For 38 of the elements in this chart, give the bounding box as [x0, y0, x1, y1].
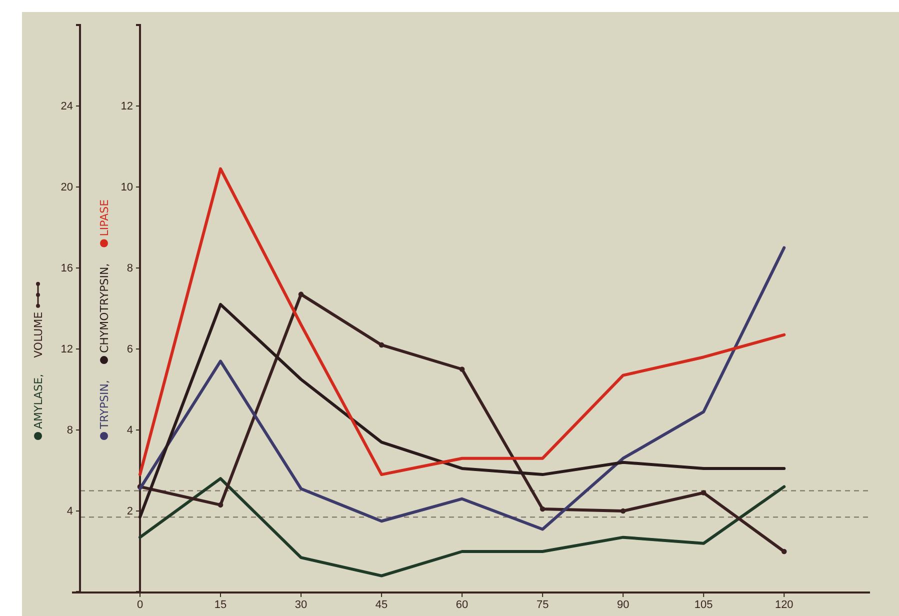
y2-tick-label: 8 — [66, 424, 73, 437]
point — [700, 490, 706, 496]
line-series — [138, 477, 786, 578]
x-tick-label: 120 — [774, 598, 794, 611]
x-tick-label: 15 — [214, 598, 227, 611]
x-tick-label: 0 — [136, 598, 144, 611]
point — [378, 342, 384, 348]
y-tick-label: 2 — [126, 506, 133, 518]
y-tick-label: 10 — [120, 182, 133, 194]
y-tick-label: 8 — [126, 262, 133, 275]
point — [781, 548, 787, 554]
text: CHYMOTRYPSIN, — [98, 263, 111, 354]
text: AMYLASE, — [32, 374, 45, 429]
line-series — [138, 167, 786, 476]
y2-tick-label: 12 — [60, 344, 73, 356]
y-tick-label: 6 — [126, 344, 133, 356]
point — [218, 502, 224, 508]
point — [620, 508, 626, 514]
y2-tick-label: 20 — [60, 182, 73, 194]
x-tick-label: 45 — [375, 598, 388, 611]
x-tick-label: 60 — [456, 598, 468, 611]
y-tick-label: 12 — [120, 100, 133, 113]
text: LIPASE — [98, 199, 111, 236]
x-tick-label: 30 — [294, 598, 308, 611]
x-tick-label: 75 — [536, 598, 549, 611]
y2-tick-label: 24 — [60, 100, 73, 113]
legend-label: VOLUME — [32, 312, 45, 358]
y2-tick-label: 4 — [66, 506, 73, 518]
x-tick-label: 105 — [694, 598, 713, 611]
y2-tick-label: 16 — [60, 262, 73, 275]
x-tick-label: 90 — [616, 598, 630, 611]
point — [298, 292, 304, 297]
y-tick-label: 4 — [126, 424, 133, 437]
line-series — [138, 246, 786, 531]
point — [540, 506, 546, 512]
point — [459, 366, 465, 372]
line-series — [138, 302, 786, 519]
text: TRYPSIN, — [98, 380, 111, 430]
